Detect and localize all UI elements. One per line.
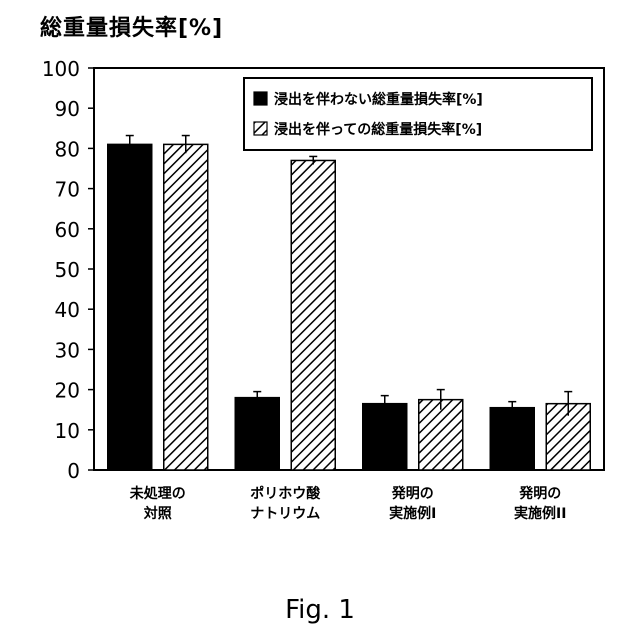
x-category-label: ナトリウム bbox=[250, 506, 320, 522]
x-category-label: 実施例II bbox=[514, 505, 566, 522]
bar-with-leaching-2 bbox=[291, 160, 335, 470]
y-tick-label: 60 bbox=[55, 218, 80, 242]
y-tick-label: 40 bbox=[55, 298, 80, 322]
y-tick-label: 90 bbox=[55, 97, 80, 121]
y-tick-label: 20 bbox=[55, 379, 80, 403]
y-tick-label: 10 bbox=[55, 419, 80, 443]
legend-entry-label: 浸出を伴っての総重量損失率[%] bbox=[274, 121, 482, 138]
bar-with-leaching-3 bbox=[419, 400, 463, 470]
x-category-label: 対照 bbox=[143, 505, 172, 522]
y-tick-label: 100 bbox=[42, 57, 80, 81]
bar-with-leaching-1 bbox=[164, 144, 208, 470]
legend-swatch bbox=[254, 122, 267, 135]
x-category-label: ポリホウ酸 bbox=[250, 485, 321, 502]
y-tick-label: 0 bbox=[67, 459, 80, 483]
bar-without-leaching-4 bbox=[490, 408, 534, 470]
legend-box bbox=[244, 78, 592, 150]
bar-without-leaching-3 bbox=[363, 404, 407, 470]
legend-swatch bbox=[254, 92, 267, 105]
y-tick-label: 70 bbox=[55, 178, 80, 202]
legend-entry-label: 浸出を伴わない総重量損失率[%] bbox=[274, 91, 483, 108]
y-tick-label: 50 bbox=[55, 258, 80, 282]
x-category-label: 未処理の bbox=[130, 485, 186, 502]
x-category-label: 発明の bbox=[391, 485, 434, 502]
y-tick-label: 30 bbox=[55, 338, 80, 362]
bar-without-leaching-1 bbox=[108, 144, 152, 470]
y-tick-label: 80 bbox=[55, 137, 80, 161]
x-category-label: 実施例I bbox=[389, 505, 436, 522]
bar-without-leaching-2 bbox=[235, 398, 279, 470]
x-category-label: 発明の bbox=[518, 485, 561, 502]
figure-caption: Fig. 1 bbox=[0, 595, 640, 625]
